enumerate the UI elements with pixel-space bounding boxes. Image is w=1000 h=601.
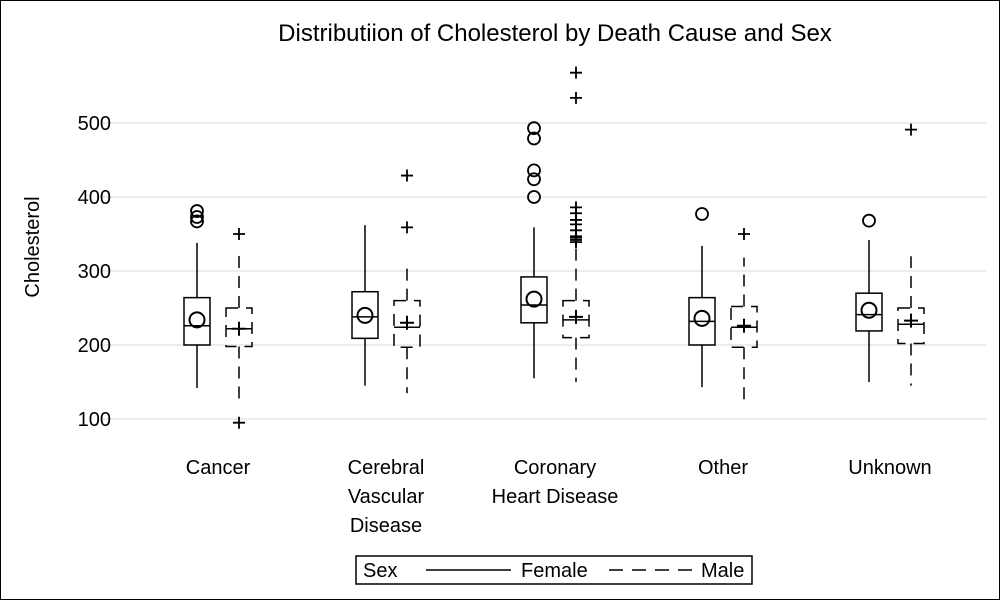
outlier-point xyxy=(738,228,750,240)
mean-marker xyxy=(737,318,751,333)
box-female xyxy=(183,204,211,388)
outlier-point xyxy=(527,131,541,146)
grid-layer xyxy=(101,122,986,420)
box-male xyxy=(225,228,253,429)
iqr-box xyxy=(520,276,548,324)
box-female xyxy=(688,207,716,388)
y-tick-label: 100 xyxy=(78,409,111,431)
x-tick-label: Unknown xyxy=(848,457,931,479)
mean-marker xyxy=(356,306,374,324)
iqr-box xyxy=(351,290,379,340)
outlier-point xyxy=(527,190,541,204)
outlier-point xyxy=(233,228,245,240)
mean-marker xyxy=(860,301,878,319)
x-tick-label: Other xyxy=(698,457,748,479)
box-female xyxy=(520,121,548,379)
box-male xyxy=(562,66,590,382)
outlier-point xyxy=(905,123,917,136)
box-layer xyxy=(183,66,925,429)
y-tick-label: 200 xyxy=(78,335,111,357)
legend: Sex Female Male xyxy=(355,555,753,585)
box-female xyxy=(351,225,379,386)
y-tick-labels: 100 200 300 400 500 xyxy=(78,113,111,431)
y-tick-label: 500 xyxy=(78,113,111,135)
x-tick-label: Coronary xyxy=(514,457,596,479)
box-male xyxy=(393,169,421,394)
outlier-point xyxy=(527,163,541,178)
y-tick-label: 400 xyxy=(78,187,111,209)
mean-marker xyxy=(693,309,711,327)
x-tick-label: Disease xyxy=(350,515,422,537)
mean-marker xyxy=(400,315,414,330)
mean-marker xyxy=(904,313,918,328)
iqr-box xyxy=(855,292,883,332)
y-tick-label: 300 xyxy=(78,261,111,283)
outlier-point xyxy=(190,210,204,224)
legend-label-male: Male xyxy=(701,560,744,582)
x-tick-label: Cancer xyxy=(186,457,251,479)
outlier-point xyxy=(570,201,582,214)
outlier-point xyxy=(570,91,582,104)
outlier-point xyxy=(401,221,413,234)
legend-title: Sex xyxy=(363,560,397,582)
x-tick-label: Heart Disease xyxy=(492,486,619,508)
mean-marker xyxy=(232,321,246,336)
y-axis-label: Cholesterol xyxy=(22,196,44,297)
outlier-point xyxy=(862,213,876,228)
outlier-point xyxy=(190,214,204,229)
legend-label-female: Female xyxy=(521,560,588,582)
mean-marker xyxy=(188,311,206,329)
outlier-point xyxy=(527,121,541,136)
x-tick-labels: Cancer Cerebral Vascular Disease Coronary Hea… xyxy=(186,457,932,537)
outlier-point xyxy=(695,207,709,221)
chart-title: Distributiion of Cholesterol by Death Ca… xyxy=(278,20,832,47)
box-male xyxy=(730,228,758,402)
box-female xyxy=(855,213,883,382)
x-tick-label: Vascular xyxy=(348,486,425,508)
outlier-point xyxy=(401,169,413,182)
iqr-box xyxy=(393,299,421,348)
iqr-box xyxy=(183,296,211,346)
outlier-point xyxy=(570,66,582,79)
outlier-point xyxy=(233,416,245,429)
iqr-box xyxy=(225,307,253,348)
outlier-point xyxy=(190,204,204,218)
x-tick-label: Cerebral xyxy=(348,457,425,479)
outlier-point xyxy=(527,172,541,187)
mean-marker xyxy=(525,290,543,308)
iqr-box xyxy=(897,307,925,345)
mean-marker xyxy=(569,309,583,324)
box-male xyxy=(897,123,925,386)
